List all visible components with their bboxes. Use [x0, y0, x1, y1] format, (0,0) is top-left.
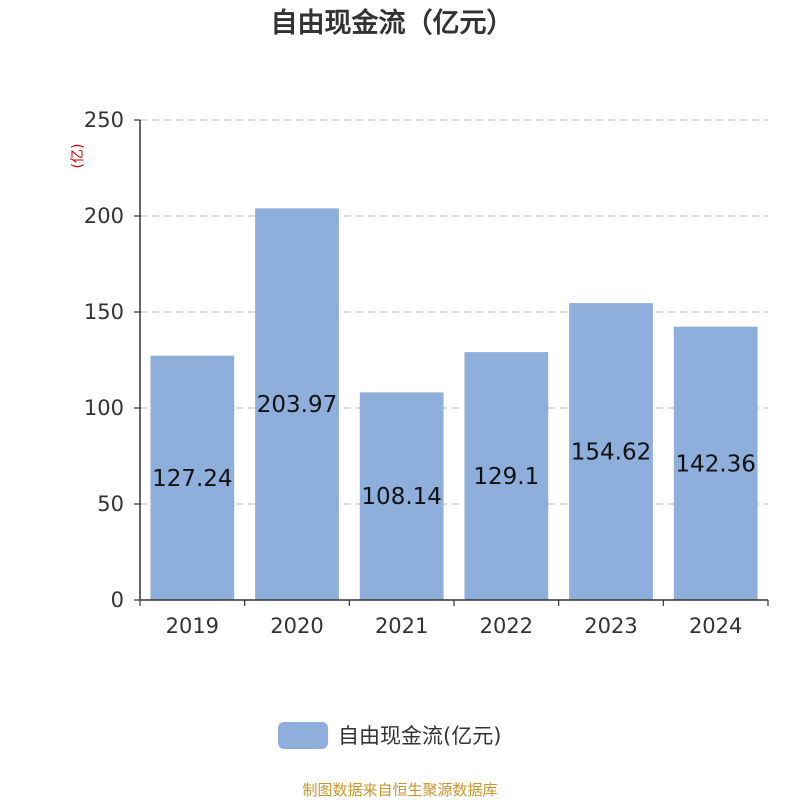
bar-2022[interactable]: [464, 352, 549, 600]
legend-swatch[interactable]: [278, 722, 328, 749]
x-tick-label: 2024: [689, 614, 742, 638]
legend[interactable]: 自由现金流(亿元): [278, 722, 501, 749]
x-tick-label: 2023: [584, 614, 637, 638]
data-label-2022: 129.1: [473, 464, 539, 490]
data-label-2020: 203.97: [257, 392, 337, 418]
y-tick-label: 0: [111, 588, 124, 612]
y-tick-label: 150: [84, 300, 124, 324]
y-tick-label: 200: [84, 204, 124, 228]
bar-2023[interactable]: [569, 303, 653, 600]
data-label-2019: 127.24: [152, 466, 232, 492]
bars: [150, 208, 758, 600]
bar-2024[interactable]: [673, 326, 758, 600]
data-label-2023: 154.62: [571, 440, 651, 466]
y-tick-label: 50: [97, 492, 124, 516]
chart-title: 自由现金流（亿元）: [271, 7, 514, 39]
y-axis-unit-label: (亿): [70, 144, 86, 169]
bar-2019[interactable]: [150, 355, 235, 600]
x-tick-label: 2020: [270, 614, 323, 638]
bar-2021[interactable]: [359, 392, 444, 600]
x-tick-label: 2019: [166, 614, 219, 638]
x-tick-label: 2021: [375, 614, 428, 638]
data-label-2021: 108.14: [361, 484, 441, 510]
axes: 0 50 100 150 200 250 2019 2020 2021 2022 2023 2024: [84, 108, 769, 638]
data-labels: 127.24 203.97 108.14 129.1 154.62 142.36: [152, 392, 756, 510]
bar-2020[interactable]: [255, 208, 339, 600]
grid-lines: [140, 119, 768, 505]
data-label-2024: 142.36: [675, 451, 755, 477]
y-tick-label: 250: [84, 108, 124, 132]
source-note: 制图数据来自恒生聚源数据库: [302, 781, 497, 799]
x-tick-label: 2022: [480, 614, 533, 638]
legend-label[interactable]: 自由现金流(亿元): [338, 724, 501, 748]
y-tick-label: 100: [84, 396, 124, 420]
